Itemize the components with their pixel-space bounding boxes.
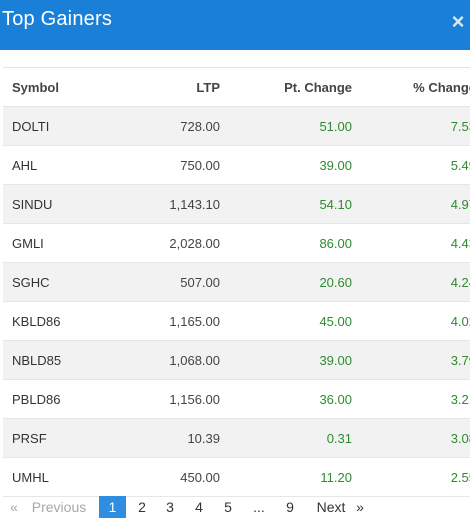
page-button-5[interactable]: 5 bbox=[224, 499, 232, 515]
previous-button: Previous bbox=[31, 499, 87, 515]
cell-pt-change: 20.60 bbox=[229, 262, 361, 302]
cell-pct-change: 5.49 bbox=[361, 145, 470, 185]
cell-symbol: SGHC bbox=[3, 262, 121, 302]
cell-pct-change: 4.97 bbox=[361, 184, 470, 224]
column-header-ltp[interactable]: LTP bbox=[121, 67, 229, 107]
cell-pt-change: 51.00 bbox=[229, 106, 361, 146]
table-row[interactable]: GMLI 2,028.00 86.00 4.43 bbox=[3, 223, 470, 263]
pagination: « Previous 1 2 3 4 5 ... 9 Next » bbox=[0, 496, 470, 518]
cell-pt-change: 11.20 bbox=[229, 457, 361, 497]
table-row[interactable]: AHL 750.00 39.00 5.49 bbox=[3, 145, 470, 185]
table-row[interactable]: UMHL 450.00 11.20 2.55 bbox=[3, 457, 470, 497]
table-row[interactable]: SGHC 507.00 20.60 4.24 bbox=[3, 262, 470, 302]
cell-pct-change: 4.24 bbox=[361, 262, 470, 302]
cell-ltp: 1,068.00 bbox=[121, 340, 229, 380]
table-row[interactable]: KBLD86 1,165.00 45.00 4.02 bbox=[3, 301, 470, 341]
gainers-table-container: Symbol LTP Pt. Change % Change DOLTI 728… bbox=[3, 67, 470, 497]
column-header-pt-change[interactable]: Pt. Change bbox=[229, 67, 361, 107]
table-row[interactable]: PBLD86 1,156.00 36.00 3.21 bbox=[3, 379, 470, 419]
column-header-symbol[interactable]: Symbol bbox=[3, 67, 121, 107]
next-button[interactable]: Next bbox=[316, 499, 346, 515]
cell-pt-change: 0.31 bbox=[229, 418, 361, 458]
cell-pt-change: 54.10 bbox=[229, 184, 361, 224]
page-button-4[interactable]: 4 bbox=[195, 499, 203, 515]
table-row[interactable]: SINDU 1,143.10 54.10 4.97 bbox=[3, 184, 470, 224]
cell-symbol: GMLI bbox=[3, 223, 121, 263]
cell-ltp: 2,028.00 bbox=[121, 223, 229, 263]
table-row[interactable]: NBLD85 1,068.00 39.00 3.79 bbox=[3, 340, 470, 380]
cell-ltp: 10.39 bbox=[121, 418, 229, 458]
table-row[interactable]: PRSF 10.39 0.31 3.08 bbox=[3, 418, 470, 458]
page-button-9[interactable]: 9 bbox=[286, 499, 294, 515]
modal-title: Top Gainers bbox=[2, 8, 113, 30]
cell-symbol: UMHL bbox=[3, 457, 121, 497]
cell-pct-change: 3.08 bbox=[361, 418, 470, 458]
previous-arrow-icon: « bbox=[10, 499, 18, 515]
modal-header: Top Gainers × bbox=[0, 0, 470, 50]
cell-symbol: PBLD86 bbox=[3, 379, 121, 419]
cell-pct-change: 4.43 bbox=[361, 223, 470, 263]
cell-ltp: 1,156.00 bbox=[121, 379, 229, 419]
pagination-ellipsis: ... bbox=[253, 499, 265, 515]
cell-ltp: 750.00 bbox=[121, 145, 229, 185]
cell-pt-change: 39.00 bbox=[229, 145, 361, 185]
cell-pt-change: 36.00 bbox=[229, 379, 361, 419]
cell-ltp: 507.00 bbox=[121, 262, 229, 302]
cell-pct-change: 3.21 bbox=[361, 379, 470, 419]
cell-ltp: 728.00 bbox=[121, 106, 229, 146]
cell-symbol: SINDU bbox=[3, 184, 121, 224]
page-button-1[interactable]: 1 bbox=[99, 496, 126, 518]
cell-pct-change: 3.79 bbox=[361, 340, 470, 380]
cell-symbol: AHL bbox=[3, 145, 121, 185]
cell-pt-change: 39.00 bbox=[229, 340, 361, 380]
close-icon[interactable]: × bbox=[451, 9, 465, 34]
table-row[interactable]: DOLTI 728.00 51.00 7.53 bbox=[3, 106, 470, 146]
table-header-row: Symbol LTP Pt. Change % Change bbox=[3, 67, 470, 107]
cell-pct-change: 7.53 bbox=[361, 106, 470, 146]
column-header-pct-change[interactable]: % Change bbox=[361, 67, 470, 107]
next-arrow-icon[interactable]: » bbox=[356, 499, 364, 515]
cell-pt-change: 45.00 bbox=[229, 301, 361, 341]
cell-symbol: DOLTI bbox=[3, 106, 121, 146]
cell-ltp: 450.00 bbox=[121, 457, 229, 497]
page-button-2[interactable]: 2 bbox=[138, 499, 146, 515]
cell-ltp: 1,165.00 bbox=[121, 301, 229, 341]
gainers-table: Symbol LTP Pt. Change % Change DOLTI 728… bbox=[3, 67, 470, 497]
cell-pct-change: 2.55 bbox=[361, 457, 470, 497]
cell-pct-change: 4.02 bbox=[361, 301, 470, 341]
cell-symbol: KBLD86 bbox=[3, 301, 121, 341]
cell-symbol: NBLD85 bbox=[3, 340, 121, 380]
cell-pt-change: 86.00 bbox=[229, 223, 361, 263]
page-button-3[interactable]: 3 bbox=[166, 499, 174, 515]
cell-ltp: 1,143.10 bbox=[121, 184, 229, 224]
cell-symbol: PRSF bbox=[3, 418, 121, 458]
